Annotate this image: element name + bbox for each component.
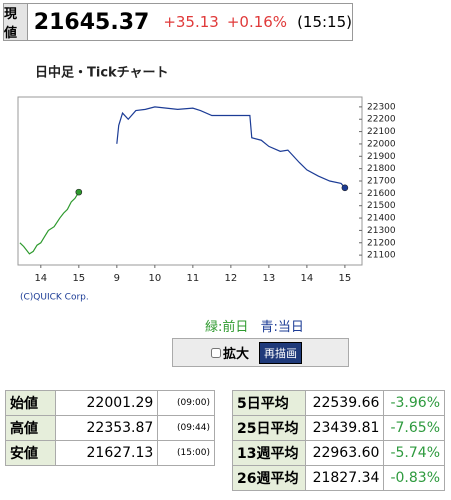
cell: 13週平均: [232, 440, 306, 466]
x-tick-label: 10: [148, 273, 161, 284]
y-tick-label: 21300: [367, 226, 396, 236]
series-line: [19, 191, 80, 255]
zoom-label: 拡大: [223, 347, 250, 362]
stats-table: 始値 22001.29 (09:00) 高値 22353.87 (09:44) 安値 2162…: [5, 390, 215, 466]
averages-table: 5日平均 22539.66 -3.96% 25日平均 23439.81 -7.65% 13週…: [232, 390, 445, 491]
plot-frame: [17, 96, 363, 266]
series-line: [116, 106, 346, 189]
y-tick-label: 22100: [367, 127, 396, 137]
cell: 22001.29: [54, 390, 159, 416]
cell: -5.74%: [383, 440, 445, 466]
cell: -7.65%: [383, 415, 445, 441]
row: 5日平均 22539.66 -3.96%: [232, 390, 445, 416]
y-tick-label: 22000: [367, 139, 396, 149]
zoom-checkbox[interactable]: [211, 347, 221, 358]
cell: 安値: [5, 440, 56, 466]
y-tick-label: 21900: [367, 152, 396, 162]
legend-entry: 緑:前日: [205, 320, 249, 335]
cell: 26週平均: [232, 465, 306, 491]
cell: 22963.60: [304, 440, 385, 466]
cell: 5日平均: [232, 390, 306, 416]
y-tick-label: 21700: [367, 177, 396, 187]
cell: 22539.66: [304, 390, 385, 416]
cell: (09:44): [157, 415, 215, 441]
row: 安値 21627.13 (15:00): [5, 440, 215, 466]
x-tick-label: 11: [186, 273, 199, 284]
row: 26週平均 21827.34 -0.83%: [232, 465, 445, 491]
change: +35.13: [163, 13, 219, 31]
y-tick-label: 21100: [367, 251, 396, 261]
quote-header: 現値 21645.37 +35.13 +0.16% (15:15): [3, 3, 353, 41]
cell: (09:00): [157, 390, 215, 416]
x-tick-label: 12: [224, 273, 237, 284]
time: (15:15): [297, 13, 352, 31]
y-tick-label: 22300: [367, 102, 396, 112]
redraw-button[interactable]: 再描画: [259, 341, 303, 364]
cell: (15:00): [157, 440, 215, 466]
label: 現値: [4, 4, 28, 41]
cell: -0.83%: [383, 465, 445, 491]
y-tick-label: 21400: [367, 214, 396, 224]
x-tick-label: 13: [263, 273, 276, 284]
legend-entry: 青:当日: [260, 320, 304, 335]
cell: 始値: [5, 390, 56, 416]
cell: 高値: [5, 415, 56, 441]
cell: 25日平均: [232, 415, 306, 441]
cell: 22353.87: [54, 415, 159, 441]
x-tick-label: 14: [34, 273, 47, 284]
row: 高値 22353.87 (09:44): [5, 415, 215, 441]
cell: 21827.34: [304, 465, 385, 491]
y-tick-label: 22200: [367, 115, 396, 125]
x-tick-label: 15: [339, 273, 352, 284]
cell: 21627.13: [54, 440, 159, 466]
row: 25日平均 23439.81 -7.65%: [232, 415, 445, 441]
cell: 23439.81: [304, 415, 385, 441]
y-tick-label: 21800: [367, 164, 396, 174]
y-tick-label: 21600: [367, 189, 396, 199]
row: 始値 22001.29 (09:00): [5, 390, 215, 416]
chart-title: 日中足・Tickチャート: [35, 65, 169, 81]
chart: 日中足・Tickチャート (C)QUICK Corp. 21100 21200 21…: [17, 65, 396, 303]
x-tick-label: 15: [72, 273, 85, 284]
x-tick-label: 14: [301, 273, 314, 284]
cell: -3.96%: [383, 390, 445, 416]
legend: 緑:前日 青:当日: [205, 316, 304, 335]
change-pct: +0.16%: [226, 13, 288, 31]
controls: 拡大 再描画: [172, 338, 349, 367]
row: 13週平均 22963.60 -5.74%: [232, 440, 445, 466]
price: 21645.37: [33, 9, 150, 35]
x-tick-label: 9: [114, 273, 120, 284]
y-tick-label: 21200: [367, 238, 396, 248]
last-point: [75, 188, 83, 196]
copyright: (C)QUICK Corp.: [20, 293, 89, 303]
last-point: [341, 184, 349, 192]
y-tick-label: 21500: [367, 201, 396, 211]
